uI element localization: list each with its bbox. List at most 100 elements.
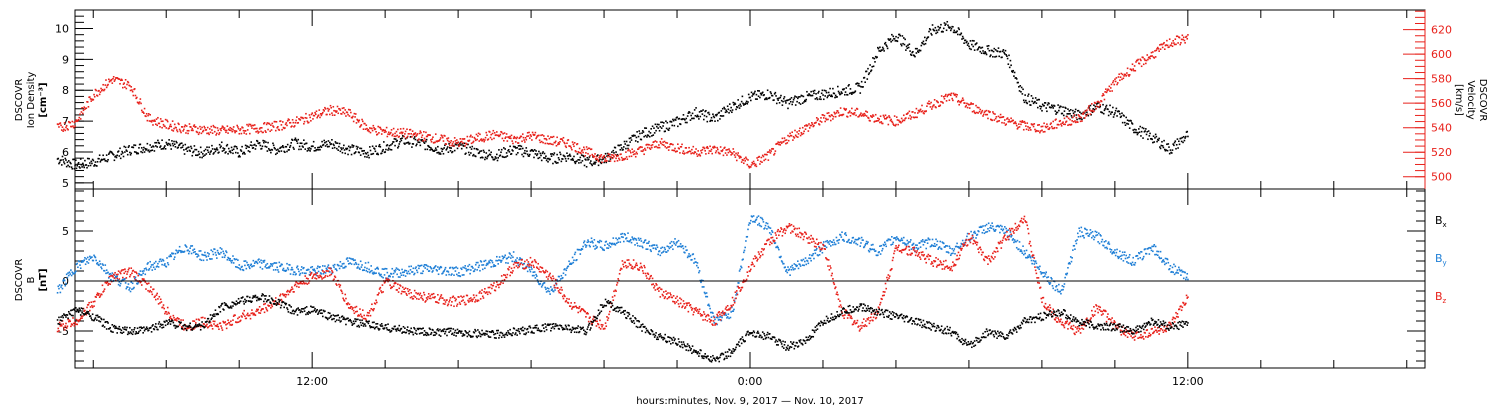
density-point	[254, 148, 257, 150]
velocity-point	[1112, 81, 1114, 84]
velocity-point	[954, 94, 956, 97]
velocity-point	[808, 123, 810, 125]
density-point	[225, 151, 227, 153]
velocity-point	[329, 104, 332, 107]
velocity-point	[804, 125, 806, 127]
by-point	[264, 265, 267, 268]
by-point	[573, 259, 575, 262]
by-point	[589, 245, 591, 248]
density-point	[849, 88, 852, 90]
velocity-point	[276, 126, 278, 129]
velocity-point	[305, 117, 308, 119]
velocity-point	[750, 166, 752, 168]
density-point	[873, 57, 876, 60]
velocity-point	[768, 149, 771, 151]
density-point	[960, 32, 963, 35]
by-point	[1139, 257, 1142, 259]
by-point	[71, 271, 74, 274]
by-point	[109, 272, 111, 275]
by-point	[1042, 275, 1045, 278]
density-point	[992, 55, 994, 58]
velocity-point	[360, 124, 363, 126]
velocity-point	[387, 133, 389, 135]
velocity-point	[221, 125, 224, 128]
velocity-point	[584, 154, 587, 157]
velocity-point	[914, 112, 916, 114]
density-point	[590, 160, 592, 162]
by-point	[147, 262, 149, 264]
velocity-point	[646, 146, 649, 149]
density-point	[313, 149, 316, 152]
velocity-point	[793, 137, 796, 139]
by-point	[1022, 245, 1024, 247]
velocity-tick-label: 620	[1431, 24, 1452, 37]
density-point	[159, 146, 161, 149]
velocity-point	[832, 115, 835, 118]
velocity-point	[343, 107, 345, 109]
by-point	[916, 244, 918, 247]
density-point	[87, 164, 90, 167]
density-point	[813, 92, 815, 95]
by-point	[975, 237, 977, 239]
density-point	[921, 42, 924, 45]
density-point	[352, 144, 355, 147]
density-point	[190, 147, 193, 150]
velocity-point	[997, 115, 1000, 118]
density-point	[949, 26, 951, 29]
velocity-point	[183, 125, 186, 128]
density-point	[545, 159, 548, 162]
density-point	[246, 145, 249, 148]
by-point	[547, 287, 550, 290]
density-point	[571, 158, 573, 161]
by-point	[1134, 261, 1137, 264]
by-point	[286, 262, 288, 265]
by-point	[272, 269, 275, 271]
velocity-point	[178, 128, 181, 131]
by-point	[199, 250, 202, 252]
by-point	[1116, 248, 1118, 251]
density-point	[159, 145, 162, 147]
by-point	[700, 279, 703, 282]
by-point	[725, 314, 728, 317]
by-point	[752, 215, 755, 217]
velocity-point	[612, 154, 615, 157]
density-point	[839, 93, 842, 95]
density-point	[154, 145, 157, 147]
velocity-point	[587, 152, 589, 155]
by-point	[319, 272, 322, 274]
velocity-point	[522, 136, 525, 139]
velocity-point	[307, 121, 310, 124]
by-point	[825, 240, 827, 243]
density-point	[437, 151, 440, 154]
by-point	[207, 255, 210, 257]
density-point	[534, 153, 537, 155]
velocity-point	[681, 152, 684, 154]
velocity-point	[734, 156, 737, 158]
velocity-point	[626, 158, 629, 160]
velocity-point	[463, 138, 466, 140]
density-point	[564, 157, 567, 160]
velocity-point	[338, 108, 341, 110]
velocity-point	[1072, 120, 1075, 123]
density-point	[394, 144, 396, 147]
by-point	[60, 286, 62, 288]
by-point	[978, 230, 980, 233]
velocity-point	[717, 148, 719, 151]
by-point	[1131, 264, 1133, 266]
by-point	[455, 266, 457, 268]
density-point	[878, 50, 881, 52]
density-point	[377, 153, 380, 156]
velocity-point	[949, 93, 951, 96]
velocity-point	[769, 152, 772, 154]
by-point	[177, 251, 180, 254]
density-point	[183, 149, 185, 151]
density-point	[110, 151, 113, 153]
velocity-point	[356, 118, 358, 121]
velocity-point	[973, 110, 975, 112]
velocity-point	[673, 149, 676, 152]
by-point	[578, 248, 581, 251]
velocity-point	[617, 154, 619, 157]
velocity-point	[456, 142, 459, 145]
density-point	[490, 151, 492, 154]
density-point	[942, 27, 945, 30]
